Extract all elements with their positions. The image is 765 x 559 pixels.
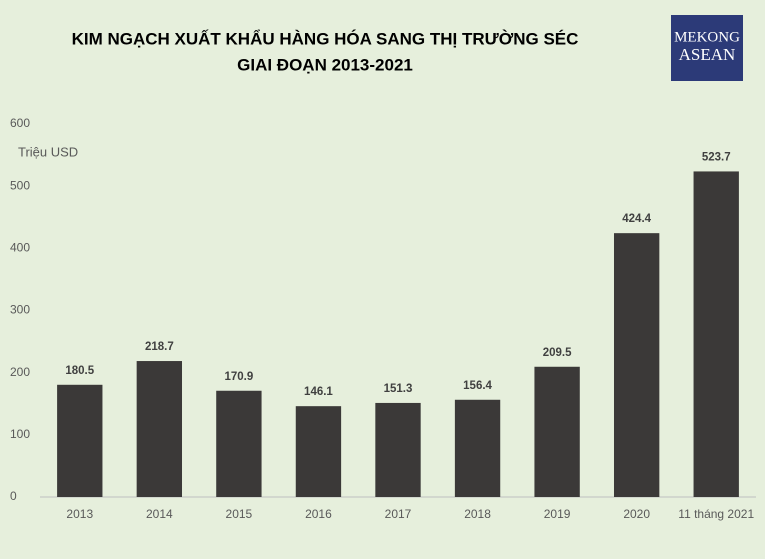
value-label: 151.3 [384, 383, 413, 395]
logo: MEKONG ASEAN [671, 15, 743, 81]
value-label: 180.5 [65, 365, 94, 377]
x-tick-label: 2016 [305, 507, 332, 521]
y-tick-label: 0 [10, 489, 17, 503]
logo-box [671, 15, 743, 81]
x-tick-label: 2020 [623, 507, 650, 521]
y-tick-label: 100 [10, 427, 30, 441]
value-label: 218.7 [145, 341, 174, 353]
y-tick-label: 200 [10, 365, 30, 379]
x-tick-label: 11 tháng 2021 [678, 507, 754, 521]
x-tick-label: 2018 [464, 507, 491, 521]
value-label: 209.5 [543, 347, 572, 359]
y-tick-label: 600 [10, 116, 30, 130]
x-tick-label: 2014 [146, 507, 173, 521]
y-tick-label: 500 [10, 178, 30, 192]
bar [295, 406, 342, 497]
value-label: 170.9 [224, 371, 253, 383]
x-tick-label: 2015 [226, 507, 253, 521]
bar [534, 366, 580, 497]
bar [136, 361, 183, 497]
chart-title: KIM NGẠCH XUẤT KHẨU HÀNG HÓA SANG THỊ TR… [72, 29, 579, 48]
value-label: 146.1 [304, 386, 333, 398]
x-tick-label: 2019 [544, 507, 571, 521]
bar [57, 384, 103, 497]
bar [613, 233, 660, 497]
value-label: 156.4 [463, 380, 492, 392]
bar [454, 399, 501, 497]
y-tick-label: 400 [10, 241, 30, 255]
bar [375, 402, 421, 497]
x-tick-label: 2013 [66, 507, 93, 521]
bar [693, 171, 739, 497]
x-tick-label: 2017 [385, 507, 412, 521]
logo-line2: ASEAN [679, 45, 736, 64]
value-label: 523.7 [702, 151, 731, 163]
logo-line1: MEKONG [674, 29, 740, 45]
value-label: 424.4 [622, 213, 651, 225]
y-axis-label: Triệu USD [18, 144, 78, 159]
y-tick-label: 300 [10, 303, 30, 317]
bar [216, 390, 262, 497]
chart-subtitle: GIAI ĐOẠN 2013-2021 [237, 55, 413, 74]
